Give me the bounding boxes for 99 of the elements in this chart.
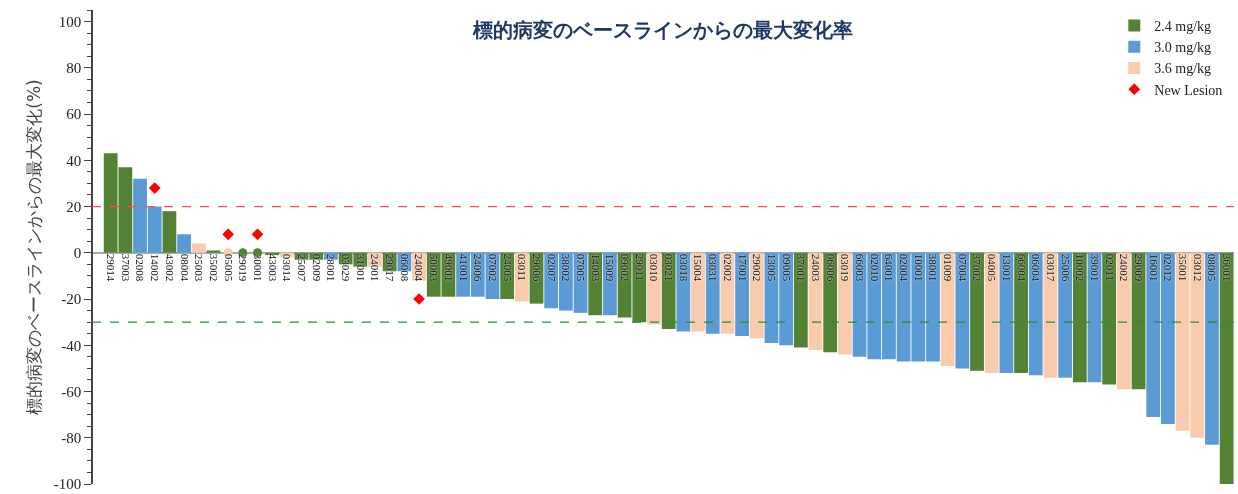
x-tick-label: 38001 [927,253,940,282]
x-tick-label: 66004 [1015,253,1028,282]
x-tick-label: 07005 [574,253,587,282]
bar [1219,252,1234,484]
x-tick-label: 37003 [119,253,132,282]
bar [162,211,177,253]
x-tick-label: 43003 [266,253,279,282]
y-tick-label: -20 [61,291,82,308]
y-tick-label: -100 [53,476,82,493]
x-tick-label: 13001 [1000,253,1013,282]
x-tick-label: 17001 [736,253,749,282]
x-tick-label: 02008 [134,253,147,282]
x-tick-label: 03019 [839,253,852,282]
x-tick-label: 29019 [237,253,250,282]
y-axis-title: 標的病変のベースラインからの最大変化(%) [23,79,44,415]
x-tick-label: 03018 [677,253,690,282]
x-tick-label: 39001 [1088,253,1101,282]
x-tick-label: 05005 [222,253,235,282]
x-tick-label: 06008 [398,253,411,282]
x-tick-label: 64001 [883,253,896,282]
x-tick-label: 24005 [501,253,514,282]
x-tick-label: 02007 [545,253,558,282]
x-tick-label: 31001 [354,253,367,282]
x-tick-label: 03021 [663,253,676,282]
x-tick-label: 07002 [486,253,499,282]
x-tick-label: 29011 [633,253,646,281]
chart-title: 標的病変のベースラインからの最大変化率 [472,17,853,42]
x-tick-label: 04005 [986,253,999,282]
x-tick-label: 02009 [310,253,323,282]
legend-label: 3.0 mg/kg [1154,40,1212,56]
x-tick-label: 03017 [1044,253,1057,282]
x-tick-label: 25007 [295,253,308,282]
x-tick-label: 14002 [149,253,162,282]
x-tick-label: 35001 [1177,253,1190,282]
x-tick-label: 02010 [868,253,881,282]
x-tick-label: 02011 [1103,253,1116,281]
x-tick-label: 06006 [824,253,837,282]
x-tick-label: 37001 [795,253,808,282]
y-tick-label: 40 [66,152,82,169]
x-tick-label: 24006 [472,253,485,282]
x-tick-label: 01009 [942,253,955,282]
y-tick-label: 0 [73,245,82,262]
x-tick-label: 14003 [589,253,602,282]
x-tick-label: 08004 [178,253,191,282]
x-tick-label: 37002 [971,253,984,282]
x-tick-label: 41001 [457,253,470,282]
x-tick-label: 03012 [1191,253,1204,282]
x-tick-label: 50003 [428,253,441,282]
bar [206,250,221,253]
y-tick-label: 60 [66,106,82,123]
x-tick-label: 30001 [251,253,264,282]
x-tick-label: 24002 [1118,253,1131,282]
y-tick-label: -60 [61,383,82,400]
x-tick-label: 29006 [530,253,543,282]
x-tick-label: 15004 [692,253,705,282]
x-tick-label: 49001 [442,253,455,282]
x-tick-label: 10001 [912,253,925,282]
x-tick-label: 03011 [516,253,529,281]
x-tick-label: 29002 [751,253,764,282]
x-tick-label: 09005 [780,253,793,282]
y-tick-label: -40 [61,337,82,354]
legend-label: 2.4 mg/kg [1154,19,1212,35]
x-tick-label: 29014 [105,253,118,282]
x-tick-label: 35002 [207,253,220,282]
legend-label: 3.6 mg/kg [1154,61,1212,77]
x-tick-label: 28001 [325,253,338,282]
x-tick-label: 38002 [560,253,573,282]
x-tick-label: 16001 [1147,253,1160,282]
y-tick-label: -80 [61,430,82,447]
x-tick-label: 02002 [721,253,734,282]
legend-label: New Lesion [1154,82,1223,98]
x-tick-label: 25006 [1059,253,1072,282]
x-tick-label: 07004 [956,253,969,282]
x-tick-label: 09002 [619,253,632,282]
x-tick-label: 15009 [604,253,617,282]
x-tick-label: 29017 [384,253,397,282]
y-tick-label: 20 [66,198,82,215]
x-tick-label: 66003 [853,253,866,282]
x-tick-label: 24004 [413,253,426,282]
x-tick-label: 08005 [1206,253,1219,282]
bar [191,243,206,253]
x-tick-label: 24003 [809,253,822,282]
x-tick-label: 25003 [193,253,206,282]
x-tick-label: 29009 [1132,253,1145,282]
bar [177,234,191,253]
x-tick-label: 06004 [1030,253,1043,282]
x-tick-label: 10002 [1074,253,1087,282]
x-tick-label: 03029 [340,253,353,282]
y-tick-label: 100 [58,13,82,30]
x-tick-label: 02012 [1162,253,1175,282]
x-tick-label: 36001 [1221,253,1234,282]
x-tick-label: 03031 [707,253,720,282]
x-tick-label: 02004 [898,253,911,282]
y-tick-label: 80 [66,60,82,77]
x-tick-label: 43002 [163,253,176,282]
x-tick-label: 24001 [369,253,382,282]
x-tick-label: 03010 [648,253,661,282]
x-tick-label: 03014 [281,253,294,282]
x-tick-label: 13005 [765,253,778,282]
